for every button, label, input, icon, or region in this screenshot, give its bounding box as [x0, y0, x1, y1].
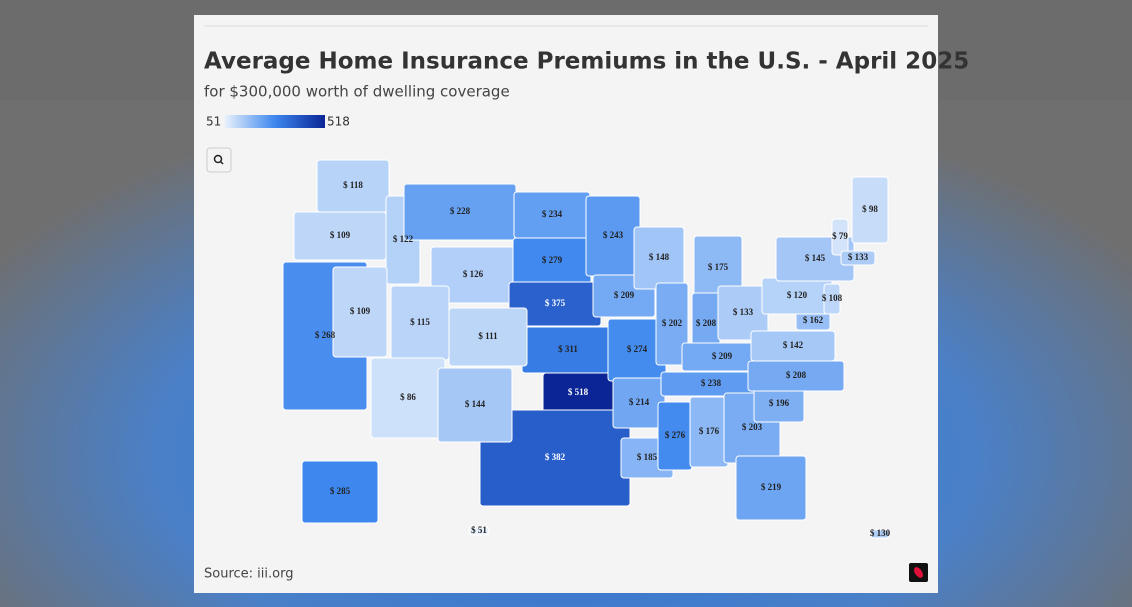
value-label: $ 108 [822, 293, 843, 303]
region [301, 460, 379, 524]
value-label: $ 209 [614, 290, 635, 300]
value-label: $ 274 [627, 344, 648, 354]
region [840, 250, 876, 266]
value-label: $ 111 [478, 331, 498, 341]
zoom-button[interactable] [206, 147, 232, 173]
value-label: $ 243 [603, 230, 624, 240]
zoom-handle [219, 160, 224, 165]
title: Average Home Insurance Premiums in the U… [204, 49, 969, 75]
value-label: $ 126 [463, 269, 484, 279]
value-label: $ 238 [701, 378, 722, 388]
value-label: $ 375 [545, 298, 566, 308]
value-label: $ 214 [629, 397, 650, 407]
value-label: $ 208 [696, 318, 717, 328]
value-label: $ 142 [783, 340, 804, 350]
value-label: $ 109 [330, 230, 351, 240]
value-label: $ 219 [761, 482, 782, 492]
value-label: $ 208 [786, 370, 807, 380]
region [823, 283, 841, 315]
value-label: $ 382 [545, 452, 566, 462]
value-label: $ 98 [862, 204, 878, 214]
value-label: $ 120 [787, 290, 808, 300]
scale-min: 51 [206, 115, 221, 129]
value-label: $ 130 [870, 528, 891, 538]
value-label: $ 79 [832, 231, 848, 241]
region [831, 218, 849, 256]
value-label: $ 518 [568, 387, 589, 397]
value-label: $ 86 [400, 392, 416, 402]
region [655, 282, 689, 366]
value-label: $ 196 [769, 398, 790, 408]
value-label: $ 276 [665, 430, 686, 440]
region [437, 367, 513, 443]
value-label: $ 175 [708, 262, 729, 272]
value-label: $ 279 [542, 255, 563, 265]
value-label: $ 203 [742, 422, 763, 432]
value-label: $ 228 [450, 206, 471, 216]
zoom-box[interactable] [206, 147, 232, 173]
value-label: $ 133 [733, 307, 754, 317]
value-label: $ 51 [471, 525, 487, 535]
map: $ 118 $ 109 $ 122 $ 228 $ 126 $ 234 $ 279 $ 375… [282, 159, 891, 539]
value-label: $ 148 [649, 252, 670, 262]
region [448, 307, 528, 367]
value-label: $ 115 [410, 317, 430, 327]
value-label: $ 162 [803, 315, 824, 325]
color-scale [225, 115, 325, 128]
value-label: $ 268 [315, 330, 336, 340]
value-label: $ 234 [542, 209, 563, 219]
logo-mark [914, 567, 923, 578]
zoom-icon [213, 154, 223, 164]
value-label: $ 144 [465, 399, 486, 409]
subtitle: for $300,000 worth of dwelling coverage [204, 83, 510, 101]
value-label: $ 311 [558, 344, 578, 354]
region [870, 529, 890, 539]
value-label: $ 133 [848, 252, 869, 262]
value-label: $ 122 [393, 234, 414, 244]
value-label: $ 185 [637, 452, 658, 462]
region [468, 526, 490, 536]
value-label: $ 285 [330, 486, 351, 496]
region [851, 176, 889, 244]
value-label: $ 209 [712, 351, 733, 361]
value-label: $ 176 [699, 426, 720, 436]
value-label: $ 118 [343, 180, 363, 190]
region [750, 330, 836, 362]
source: Source: iii.org [204, 567, 293, 582]
value-label: $ 109 [350, 306, 371, 316]
scale-max: 518 [327, 115, 350, 129]
region [735, 455, 807, 521]
value-label: $ 145 [805, 253, 826, 263]
region [332, 266, 388, 358]
value-label: $ 202 [662, 318, 683, 328]
